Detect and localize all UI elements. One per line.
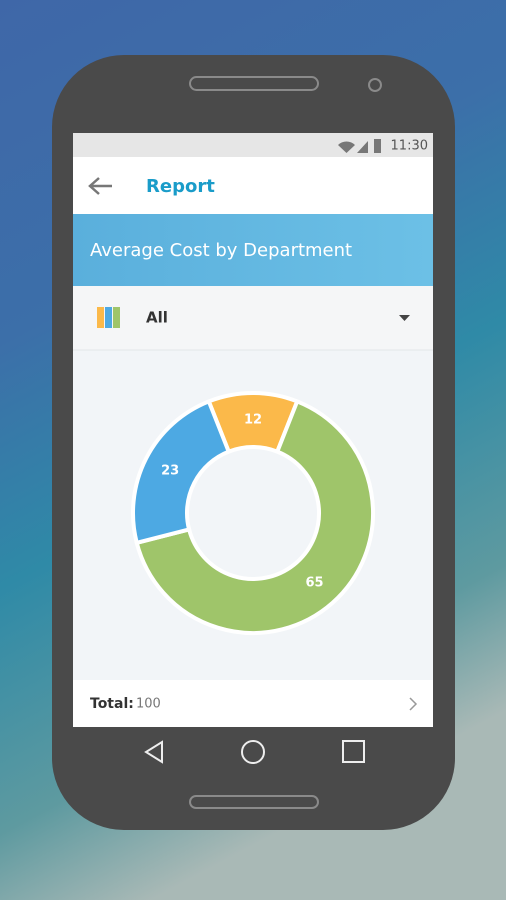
nav-recents[interactable]	[342, 740, 365, 763]
data-label: 23	[161, 463, 179, 478]
clock: 11:30	[391, 139, 428, 154]
speaker	[189, 76, 319, 91]
banner	[73, 214, 433, 286]
camera	[368, 78, 382, 92]
filter-icon	[105, 307, 112, 328]
chart-title: Average Cost by Department	[90, 240, 352, 261]
footer-row[interactable]	[73, 680, 433, 727]
app-header	[73, 157, 433, 214]
filter-icon	[97, 307, 104, 328]
nav-back[interactable]	[144, 740, 163, 764]
data-label: 12	[244, 413, 262, 428]
data-label: 65	[305, 575, 323, 590]
nav-home[interactable]	[241, 740, 265, 764]
speaker	[189, 795, 319, 809]
status-bar	[73, 133, 433, 157]
filter-icon	[113, 307, 120, 328]
total-value: 100	[136, 697, 161, 712]
donut-chart: 12 65 23	[131, 391, 375, 635]
filter-label: All	[146, 309, 168, 327]
header-title: Report	[146, 176, 215, 197]
chevron	[409, 697, 418, 711]
slice	[134, 398, 375, 635]
dropdown-arrow[interactable]	[399, 315, 410, 321]
total-label: Total:	[90, 696, 134, 712]
battery-icon	[374, 139, 381, 153]
filter-row[interactable]	[73, 286, 433, 350]
signal-icon	[357, 141, 368, 153]
wifi-icon	[338, 141, 355, 153]
back-button[interactable]	[88, 177, 112, 195]
slice	[131, 398, 232, 546]
